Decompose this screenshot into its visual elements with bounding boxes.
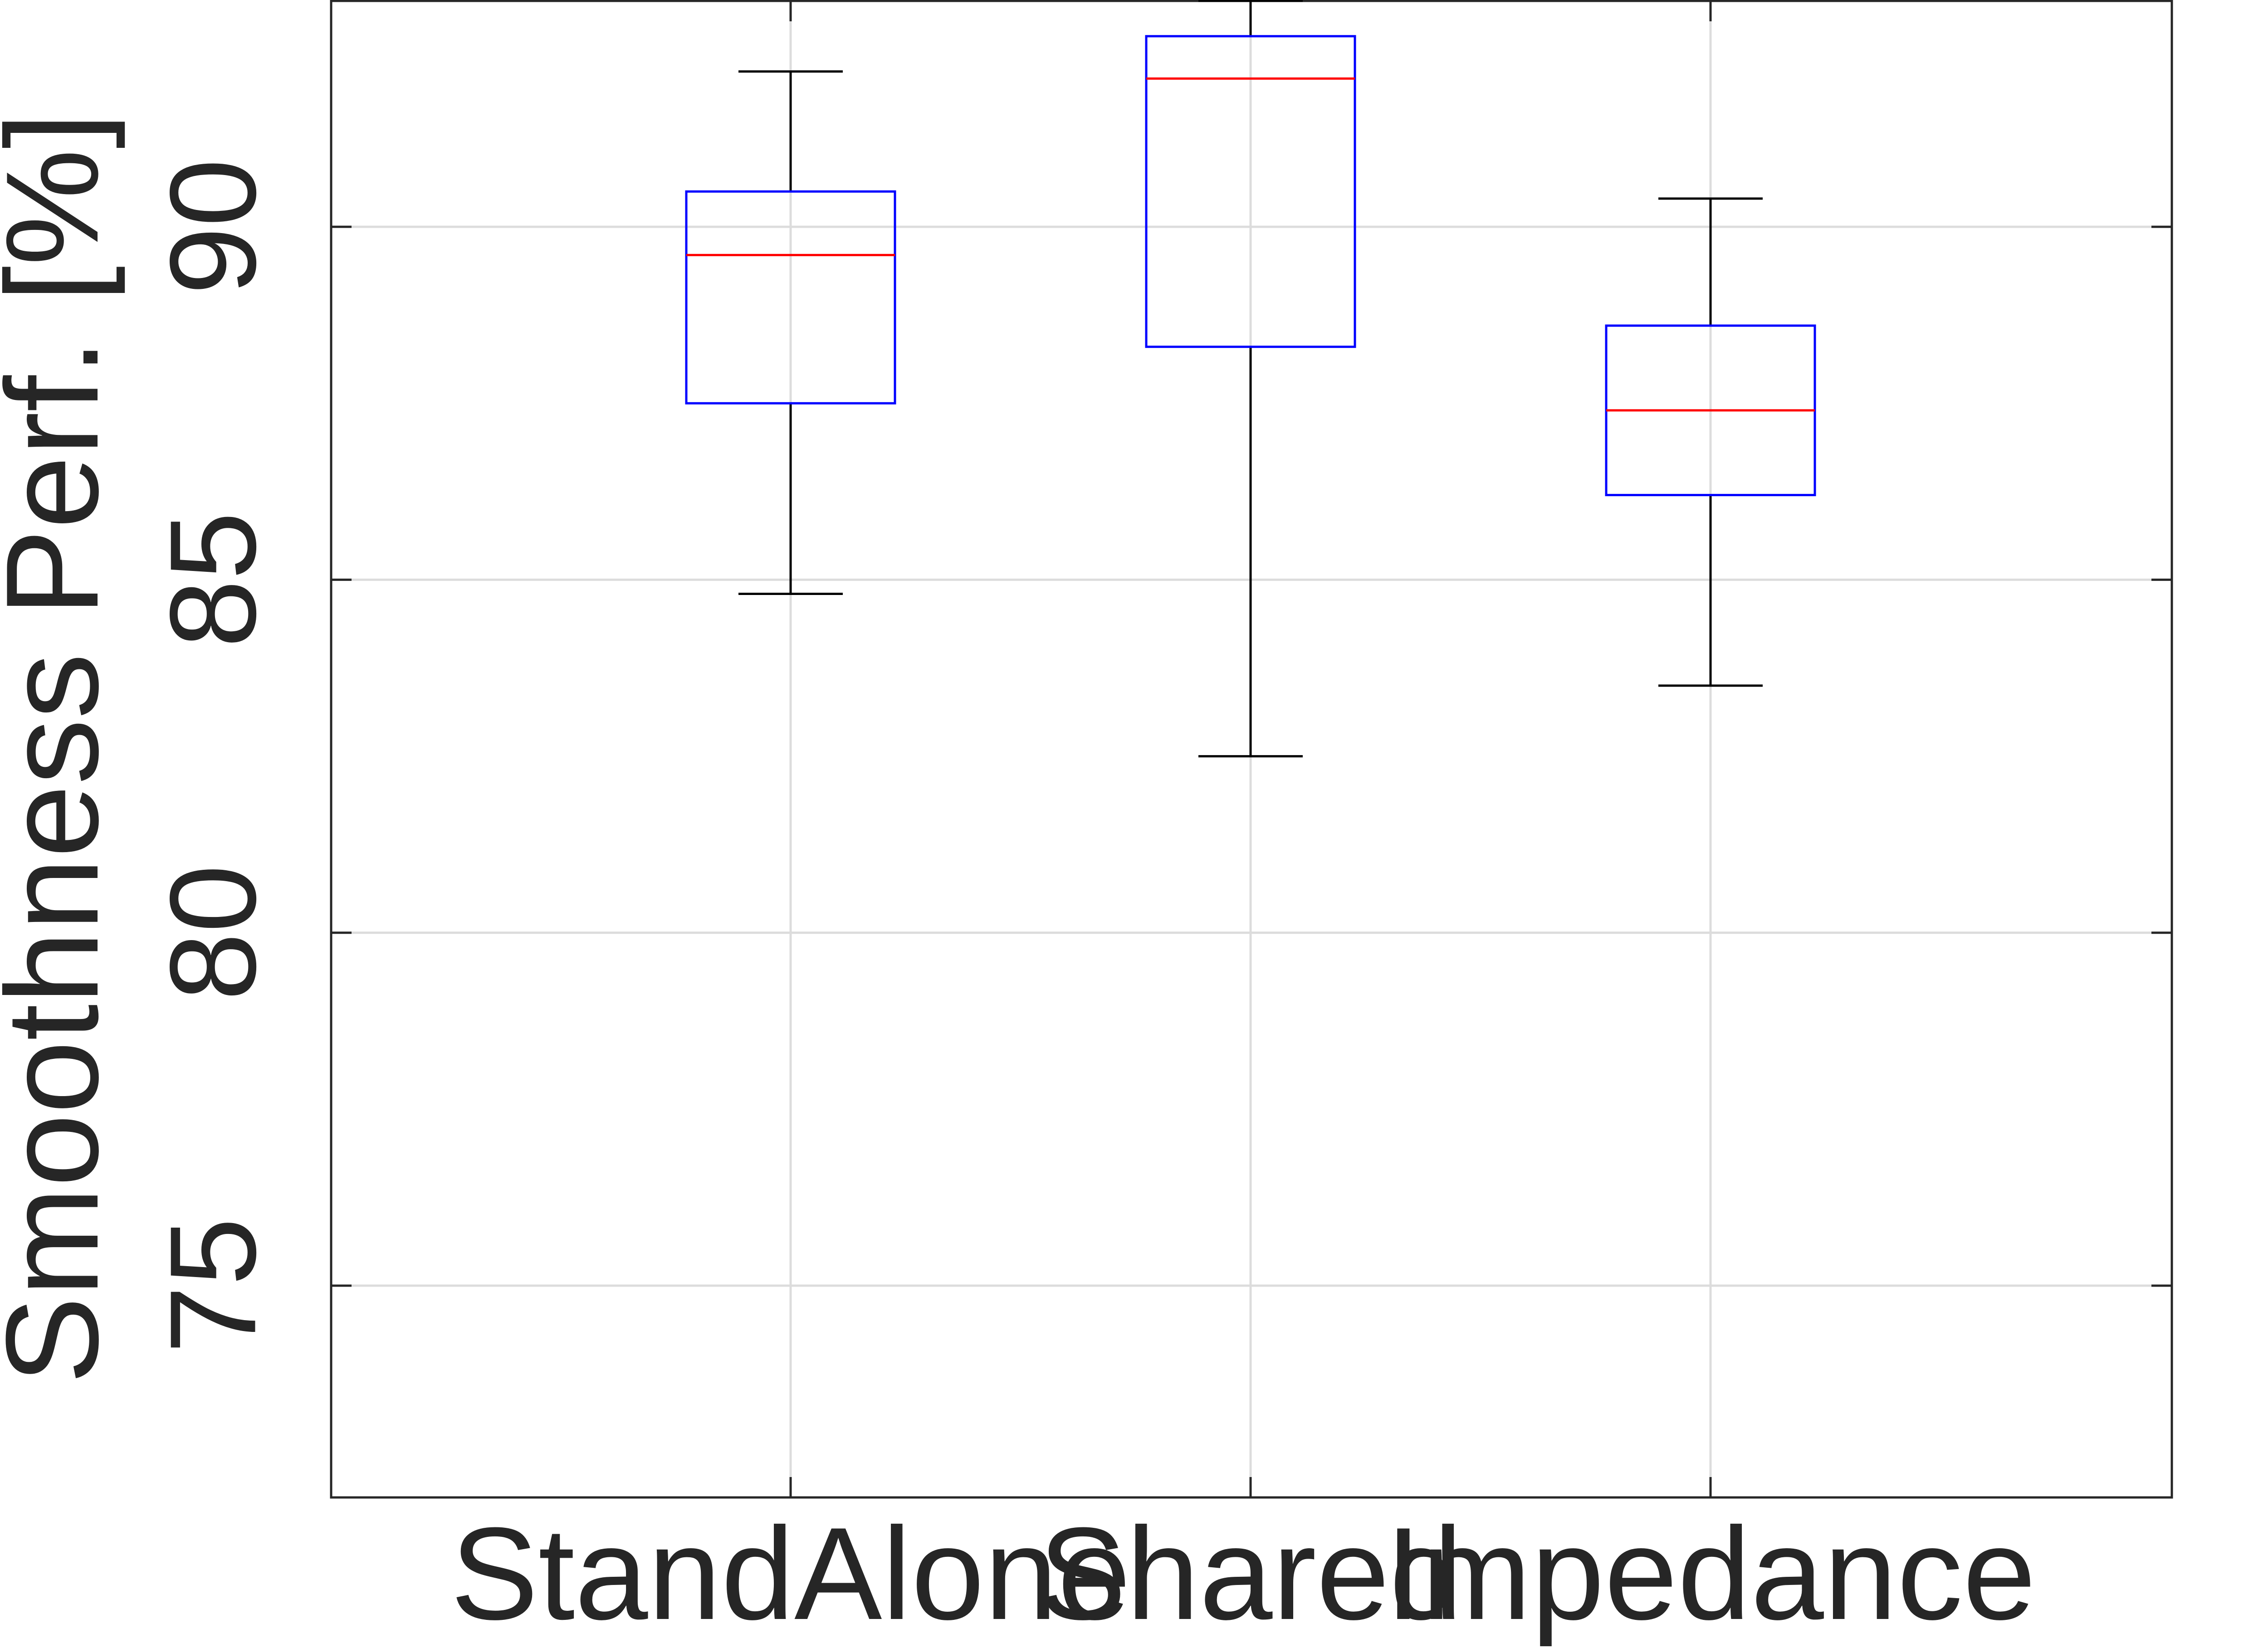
box-shared xyxy=(1145,0,1356,758)
box-series xyxy=(685,0,1816,758)
y-tick-label: 75 xyxy=(145,1218,282,1354)
y-tick-label: 85 xyxy=(145,512,282,648)
box-standalone xyxy=(685,70,896,595)
x-tick-label-standalone: StandAlone xyxy=(450,1500,1131,1647)
y-tick-labels: 75 80 85 90 xyxy=(145,159,282,1354)
y-tick-label: 90 xyxy=(145,159,282,295)
interquartile-box xyxy=(1145,35,1356,348)
axis-ticks xyxy=(331,1,2172,1497)
interquartile-box xyxy=(685,190,896,405)
x-tick-label-shared: Shared xyxy=(1038,1500,1462,1647)
box-impedance xyxy=(1605,197,1816,687)
x-tick-label-impedance: Impedance xyxy=(1385,1500,2036,1648)
y-axis-title: Smoothness Perf. [%] xyxy=(0,112,126,1385)
y-tick-label: 80 xyxy=(145,865,282,1001)
